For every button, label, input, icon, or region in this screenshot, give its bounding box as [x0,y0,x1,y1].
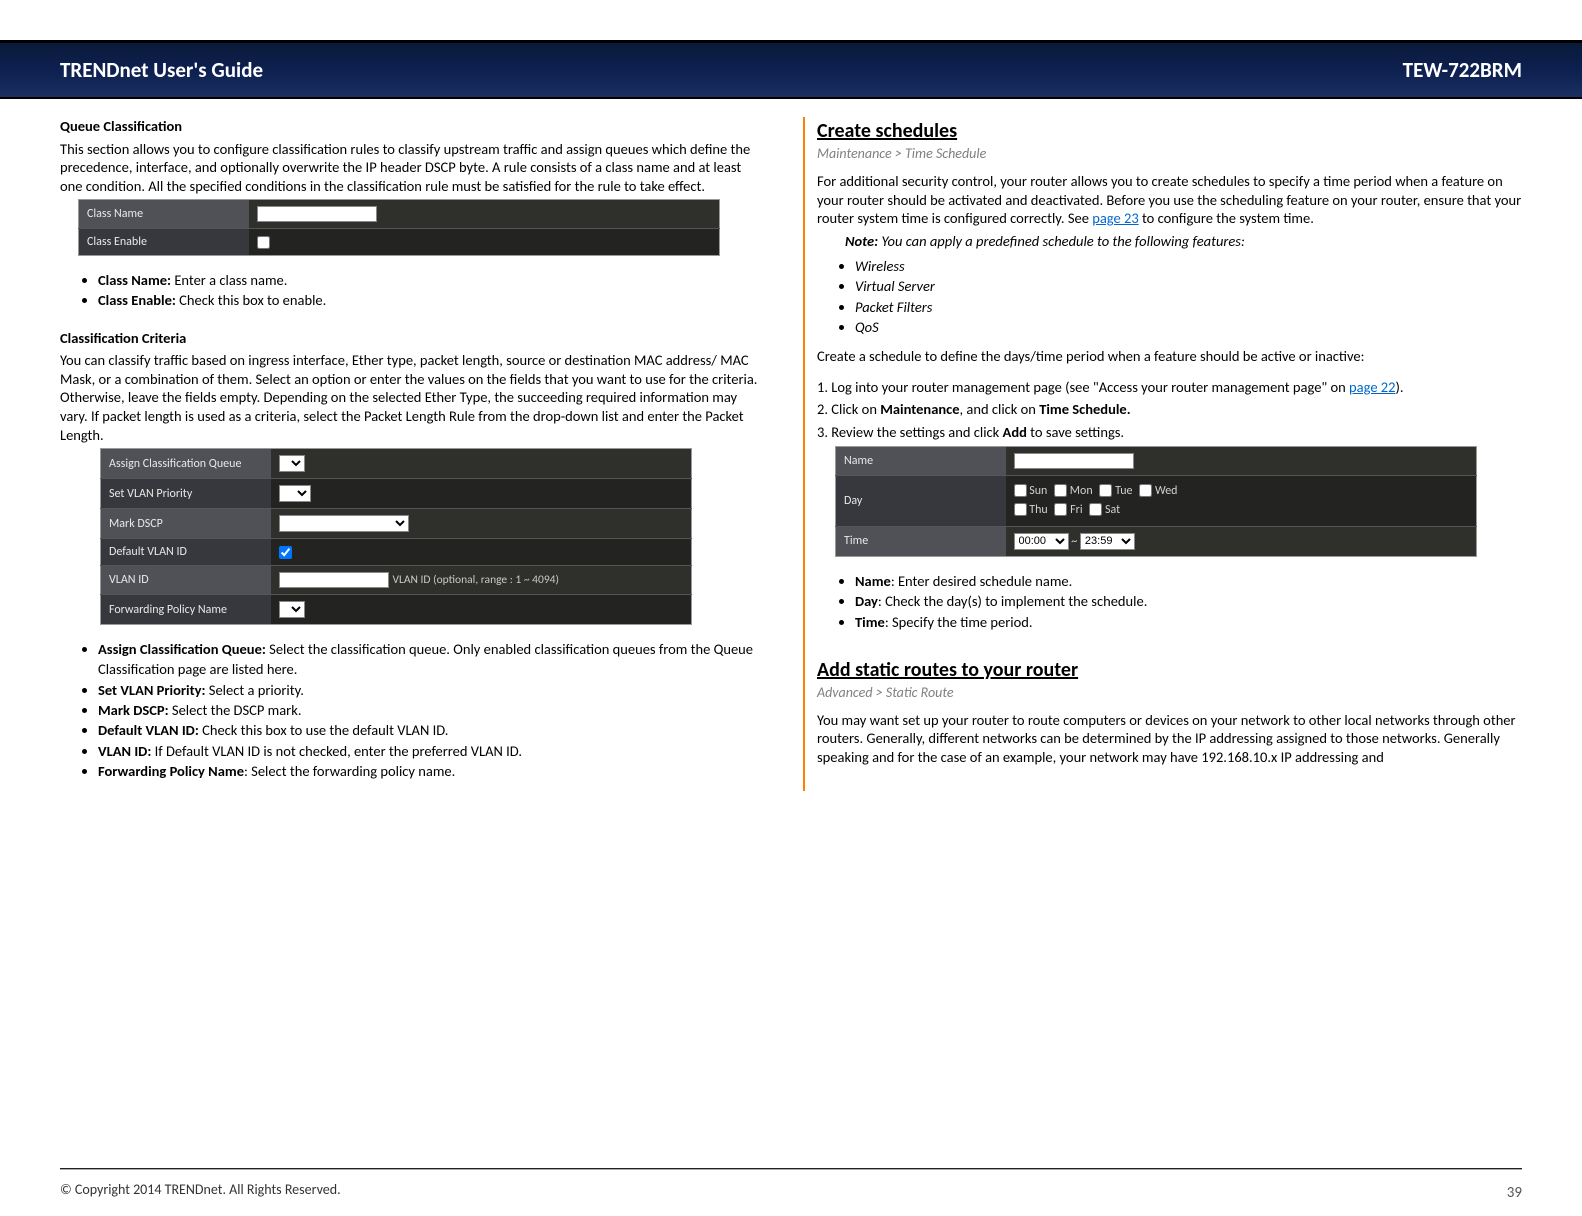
sched-name-input[interactable] [1014,453,1134,469]
sb-time: Time: Specify the time period. [855,612,1522,632]
mark-dscp-label: Mark DSCP [101,509,271,539]
fb-qos: QoS [855,317,1522,337]
mark-dscp-select[interactable] [279,515,409,532]
bullet-vlan-priority: Set VLAN Priority: Select a priority. [98,680,765,700]
schedule-table: Name Day Sun Mon Tue Wed Thu Fri Sat Tim… [835,446,1477,557]
queue-classification-intro: This section allows you to configure cla… [60,140,765,196]
classification-criteria-title: Classification Criteria [60,329,765,348]
create-line: Create a schedule to define the days/tim… [817,347,1522,366]
bullet-mark-dscp: Mark DSCP: Select the DSCP mark. [98,700,765,720]
page-22-link[interactable]: page 22 [1349,378,1395,396]
schedule-bullets: Name: Enter desired schedule name. Day: … [817,571,1522,632]
fb-wireless: Wireless [855,256,1522,276]
step-1: 1. Log into your router management page … [817,378,1522,397]
default-vlan-checkbox[interactable] [279,546,292,559]
step-3: 3. Review the settings and click Add to … [817,423,1522,442]
bullet-default-vlan: Default VLAN ID: Check this box to use t… [98,720,765,740]
vlan-id-input[interactable] [279,572,389,588]
right-column: Create schedules Maintenance > Time Sche… [803,117,1522,791]
day-thu-checkbox[interactable] [1014,503,1027,516]
sched-day-cell: Sun Mon Tue Wed Thu Fri Sat [1006,475,1477,526]
classification-criteria-intro: You can classify traffic based on ingres… [60,351,765,444]
feature-bullets: Wireless Virtual Server Packet Filters Q… [817,256,1522,337]
class-name-input[interactable] [257,206,377,222]
time-start-select[interactable]: 00:00 [1014,533,1069,550]
assign-queue-select[interactable] [279,455,305,472]
footer-rule [60,1168,1522,1170]
class-name-table: Class Name Class Enable [78,199,720,256]
static-routes-intro: You may want set up your router to route… [817,711,1522,767]
bullet-fwd-policy: Forwarding Policy Name: Select the forwa… [98,761,765,781]
queue-classification-bullets: Class Name: Enter a class name. Class En… [60,270,765,311]
sched-day-label: Day [836,475,1006,526]
left-column: Queue Classification This section allows… [60,117,765,791]
bullet-assign-queue: Assign Classification Queue: Select the … [98,639,765,680]
bullet-class-enable: Class Enable: Check this box to enable. [98,290,765,310]
day-tue-checkbox[interactable] [1099,484,1112,497]
default-vlan-label: Default VLAN ID [101,539,271,566]
day-sun-checkbox[interactable] [1014,484,1027,497]
sb-day: Day: Check the day(s) to implement the s… [855,591,1522,611]
vlan-id-label: VLAN ID [101,566,271,595]
assign-queue-label: Assign Classification Queue [101,449,271,479]
footer-copyright: © Copyright 2014 TRENDnet. All Rights Re… [60,1181,341,1198]
queue-classification-title: Queue Classification [60,117,765,136]
day-fri-checkbox[interactable] [1054,503,1067,516]
class-enable-checkbox[interactable] [257,236,270,249]
page-header: TRENDnet User's Guide TEW-722BRM [0,40,1582,99]
create-schedules-intro: For additional security control, your ro… [817,172,1522,228]
vlan-id-hint: VLAN ID (optional, range : 1 ~ 4094) [393,573,559,587]
sched-name-label: Name [836,446,1006,475]
day-wed-checkbox[interactable] [1139,484,1152,497]
header-title-left: TRENDnet User's Guide [60,57,263,83]
class-enable-label: Class Enable [79,229,249,256]
bullet-vlan-id: VLAN ID: If Default VLAN ID is not check… [98,741,765,761]
day-sat-checkbox[interactable] [1089,503,1102,516]
note-line: Note: You can apply a predefined schedul… [817,232,1522,251]
step-2: 2. Click on Maintenance, and click on Ti… [817,400,1522,419]
sched-time-label: Time [836,526,1006,556]
criteria-table: Assign Classification Queue Set VLAN Pri… [100,448,692,625]
vlan-priority-select[interactable] [279,485,311,502]
day-mon-checkbox[interactable] [1054,484,1067,497]
fb-packet-filters: Packet Filters [855,297,1522,317]
criteria-bullets: Assign Classification Queue: Select the … [60,639,765,781]
vlan-priority-label: Set VLAN Priority [101,479,271,509]
footer-page: 39 [1507,1184,1522,1202]
content-columns: Queue Classification This section allows… [60,117,1522,791]
sb-name: Name: Enter desired schedule name. [855,571,1522,591]
static-routes-title: Add static routes to your router [817,658,1522,682]
class-name-label: Class Name [79,200,249,229]
fwd-policy-select[interactable] [279,601,305,618]
time-end-select[interactable]: 23:59 [1080,533,1135,550]
fb-virtual-server: Virtual Server [855,276,1522,296]
create-schedules-title: Create schedules [817,119,1522,143]
fwd-policy-label: Forwarding Policy Name [101,595,271,625]
header-title-right: TEW-722BRM [1403,57,1522,83]
create-schedules-breadcrumb: Maintenance > Time Schedule [817,145,1522,162]
bullet-class-name: Class Name: Enter a class name. [98,270,765,290]
page-23-link[interactable]: page 23 [1092,209,1138,227]
static-routes-breadcrumb: Advanced > Static Route [817,684,1522,701]
